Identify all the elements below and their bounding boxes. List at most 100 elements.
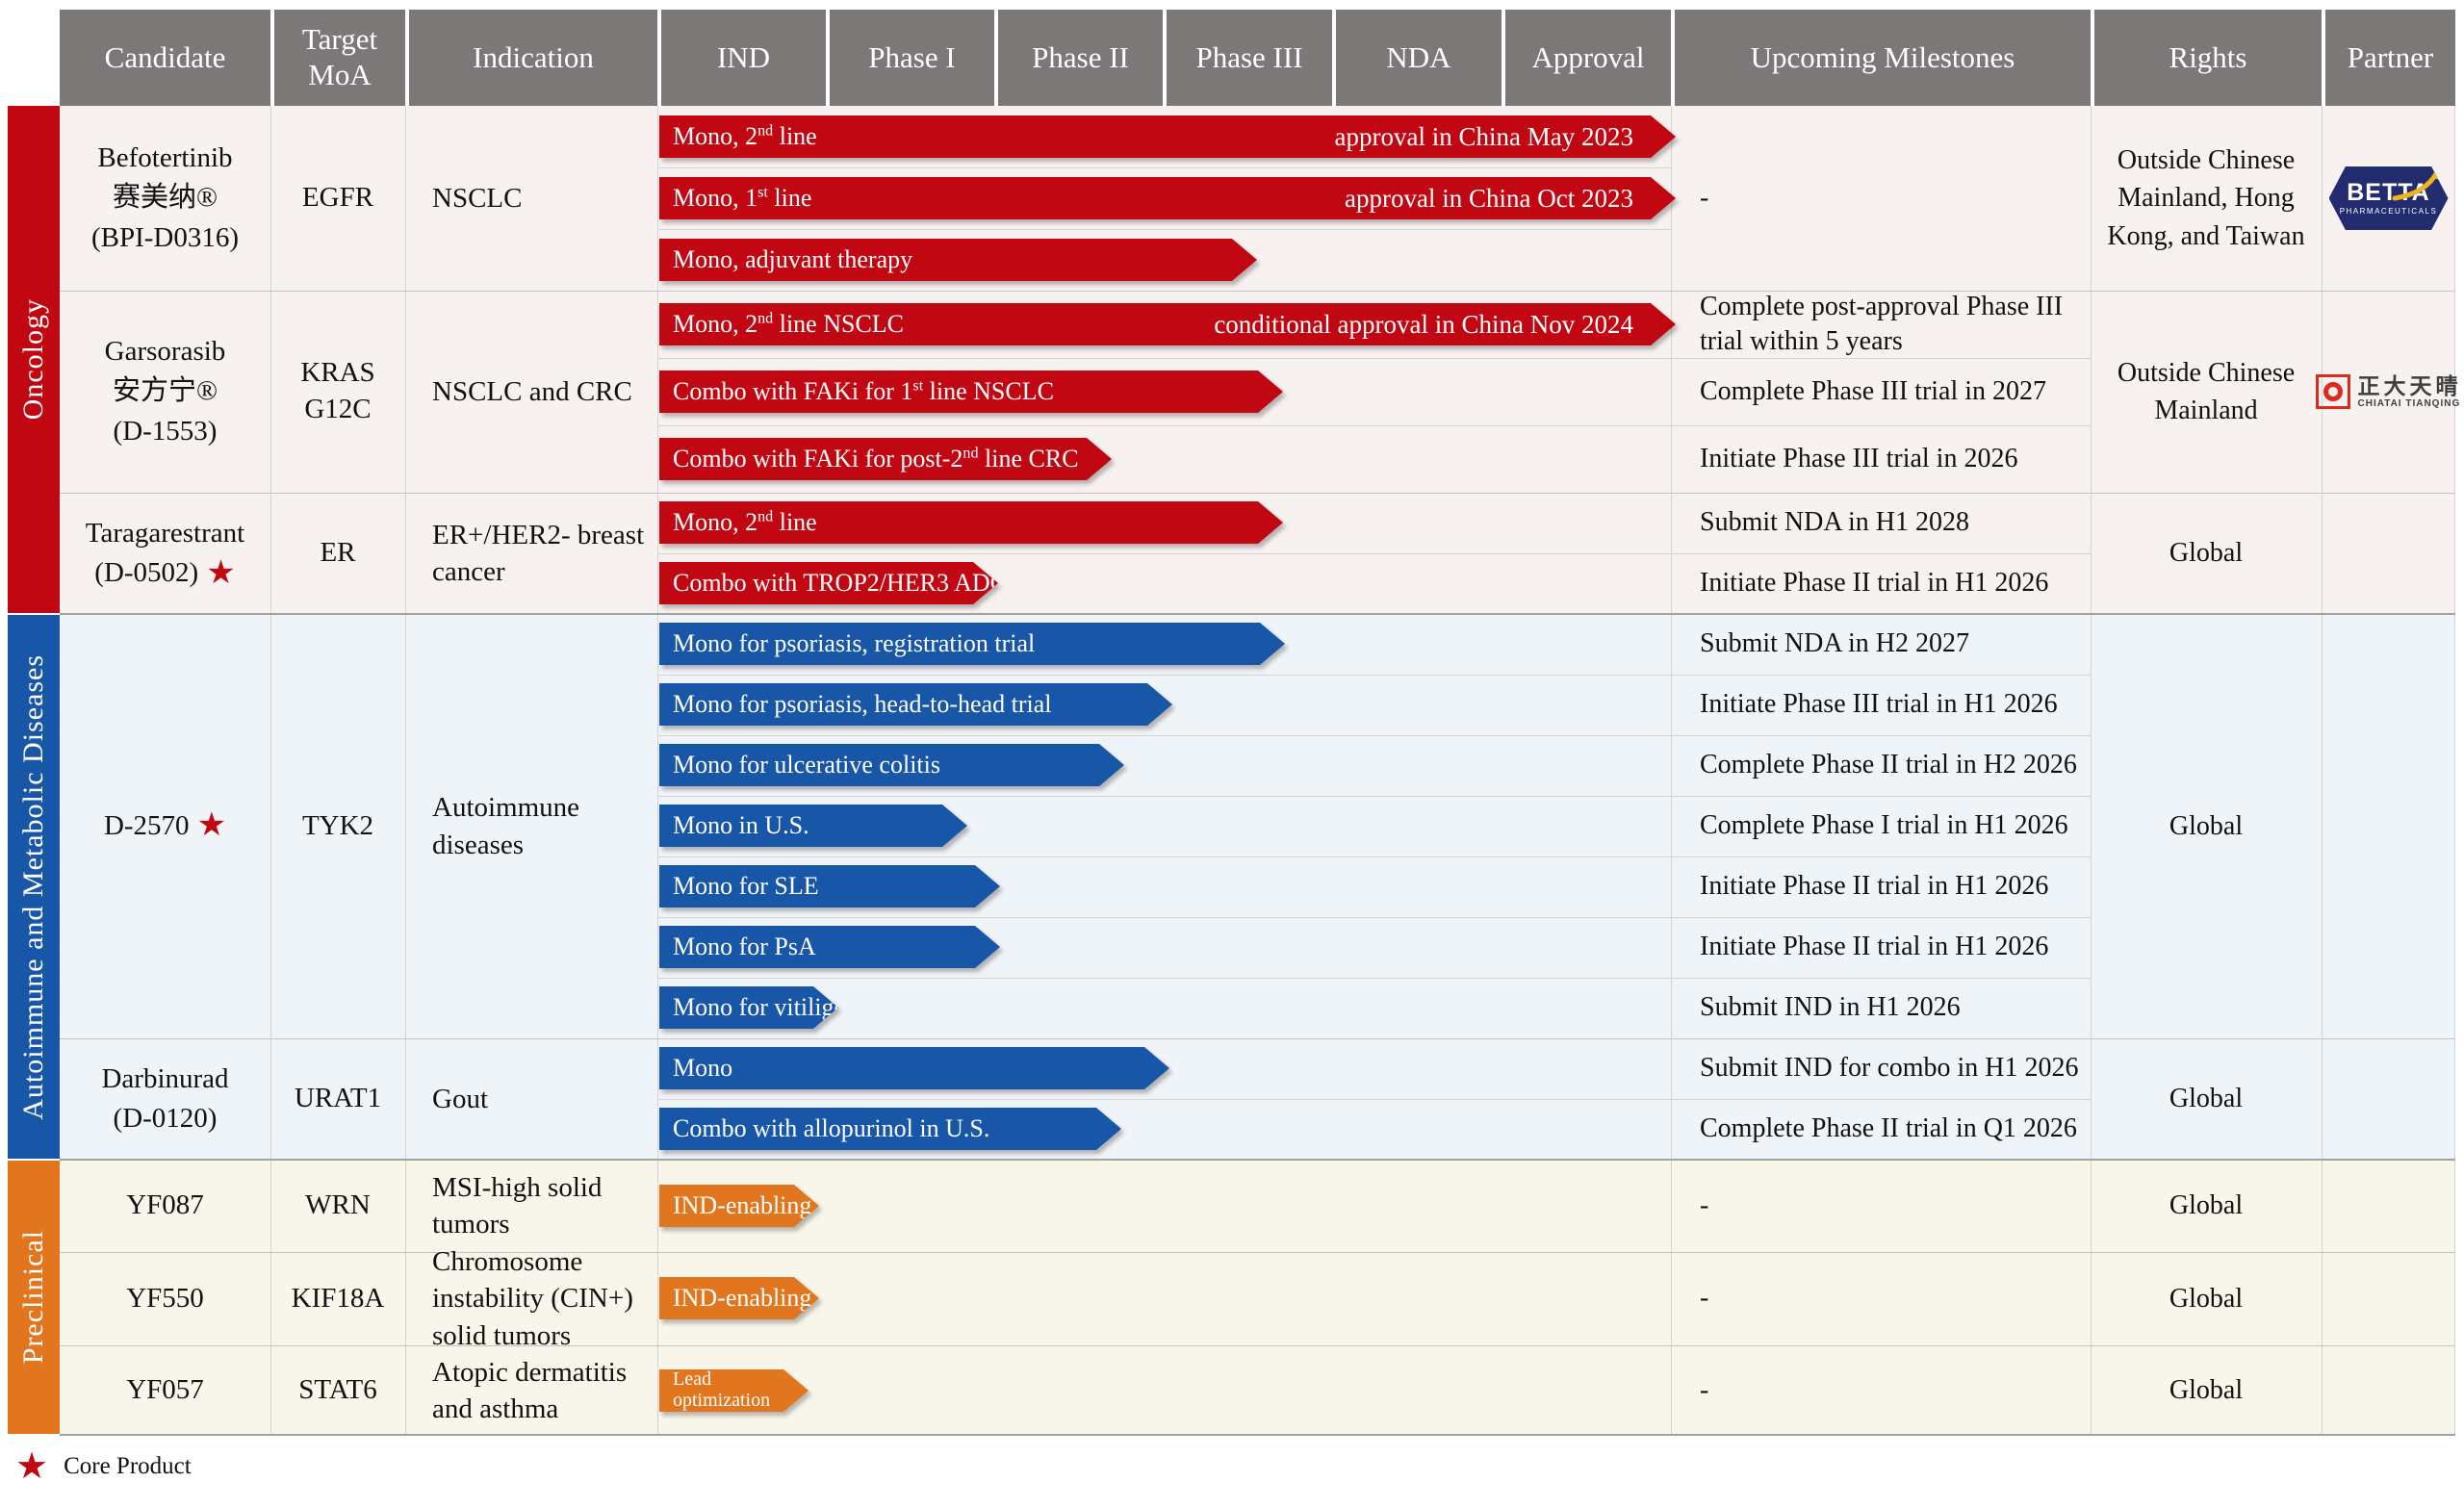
trial-arrow-label: IND-enabling: [673, 1191, 812, 1219]
moa-cell: ER: [270, 493, 405, 614]
trial-arrow-bar: Mono, 2nd line NSCLC conditional approva…: [659, 303, 1676, 345]
indication-cell: ER+/HER2- breast cancer: [405, 493, 657, 614]
header-phase-1: Phase I: [830, 10, 994, 106]
header-rights-label: Rights: [2169, 39, 2247, 74]
grid-line: [657, 425, 2091, 426]
indication-cell: Atopic dermatitis and asthma: [405, 1345, 657, 1436]
rights-cell: Global: [2091, 1345, 2322, 1436]
trial-arrow: Mono for vitiligo: [659, 986, 838, 1029]
milestone-value: -: [1700, 182, 1709, 213]
trial-arrow-bar: Mono, 2nd line: [659, 501, 1283, 544]
trial-arrow-bar: Lead optimization: [659, 1369, 808, 1412]
partner-cell: 正大天晴 CHIATAI TIANQING: [2315, 291, 2459, 493]
header-partner-label: Partner: [2347, 39, 2434, 74]
rights-cell: Global: [2091, 1252, 2322, 1345]
candidate-name: Taragarestrant: [85, 517, 245, 549]
trial-arrow: IND-enabling: [659, 1185, 819, 1227]
milestone-cell: -: [1671, 106, 2091, 291]
milestone-value: Initiate Phase II trial in H1 2026: [1700, 932, 2049, 962]
moa-cell: STAT6: [270, 1345, 405, 1436]
trial-arrow-label: Mono, 2nd line: [673, 122, 817, 150]
rights-value: Global: [2169, 1084, 2244, 1114]
trial-arrow-bar: Mono for ulcerative colitis: [659, 744, 1124, 786]
candidate-name: YF087: [126, 1189, 204, 1221]
approval-label: approval in China Oct 2023: [1345, 183, 1633, 213]
grid-line: [657, 106, 658, 1434]
candidate-name: Darbinurad: [101, 1062, 229, 1094]
milestone-cell: Complete Phase III trial in 2027: [1671, 358, 2091, 425]
trial-arrow-bar: Mono in U.S.: [659, 805, 967, 847]
candidate-name-cn: 安方宁®: [112, 375, 218, 407]
milestone-cell: Complete Phase I trial in H1 2026: [1671, 796, 2091, 856]
trial-arrow: Combo with FAKi for post-2nd line CRC: [659, 438, 1112, 480]
indication-value: Autoimmune diseases: [432, 792, 580, 860]
trial-arrow-bar: Mono for SLE: [659, 865, 1000, 907]
rights-value: Global: [2169, 810, 2244, 841]
grid-line: [657, 167, 1671, 168]
legend-label: Core Product: [64, 1453, 192, 1479]
candidate-cell: YF550: [60, 1252, 270, 1345]
trial-arrow: Mono for ulcerative colitis: [659, 744, 1124, 786]
candidate-cell: YF087: [60, 1160, 270, 1252]
milestone-cell: Initiate Phase III trial in H1 2026: [1671, 675, 2091, 735]
grid-line: [60, 493, 2455, 494]
milestone-value: -: [1700, 1283, 1709, 1314]
candidate-cell: Befotertinib 赛美纳® (BPI-D0316): [60, 106, 270, 291]
rights-value: Outside Chinese Mainland: [2117, 357, 2296, 425]
milestone-cell: -: [1671, 1345, 2091, 1436]
trial-arrow: Combo with allopurinol in U.S.: [659, 1108, 1121, 1150]
moa-value: KRAS G12C: [300, 357, 375, 424]
trial-arrow: Mono for psoriasis, head-to-head trial: [659, 683, 1172, 726]
trial-arrow-label: Mono, 1st line: [673, 184, 812, 212]
milestone-value: Submit IND in H1 2026: [1700, 992, 1961, 1023]
milestone-cell: Complete Phase II trial in H2 2026: [1671, 735, 2091, 796]
core-product-star-icon: ★: [15, 1446, 49, 1487]
grid-line: [1671, 106, 1672, 1434]
indication-value: Atopic dermatitis and asthma: [432, 1356, 628, 1424]
partner-cell: BETTA PHARMACEUTICALS: [2322, 106, 2455, 291]
trial-arrow: Mono, 1st line approval in China Oct 202…: [659, 177, 1676, 219]
ctq-logo-text-en: CHIATAI TIANQING: [2357, 398, 2461, 410]
section-label-preclinical: Preclinical: [17, 1230, 49, 1365]
trial-arrow-label: Mono for vitiligo: [673, 993, 847, 1021]
milestone-cell: -: [1671, 1252, 2091, 1345]
trial-arrow-label: Mono for SLE: [673, 872, 819, 900]
indication-value: Gout: [432, 1083, 488, 1114]
indication-value: NSCLC: [432, 182, 523, 214]
milestone-value: Complete Phase I trial in H1 2026: [1700, 810, 2068, 841]
section-label-autoimmune: Autoimmune and Metabolic Diseases: [17, 653, 49, 1120]
candidate-name: Garsorasib: [104, 336, 226, 368]
grid-line: [60, 1434, 2455, 1436]
trial-arrow: Mono in U.S.: [659, 805, 967, 847]
indication-cell: Gout: [405, 1038, 657, 1160]
moa-cell: URAT1: [270, 1038, 405, 1160]
moa-value: ER: [320, 537, 356, 569]
milestone-cell: -: [1671, 1160, 2091, 1252]
trial-arrow-label: Mono: [673, 1054, 733, 1082]
betta-swoosh-icon: [2392, 169, 2441, 201]
grid-line: [657, 229, 1671, 230]
grid-line: [60, 613, 2455, 615]
header-target-moa: Target MoA: [274, 10, 405, 106]
milestone-cell: Initiate Phase III trial in 2026: [1671, 425, 2091, 493]
trial-arrow-label: Lead optimization: [673, 1368, 771, 1411]
moa-value: URAT1: [294, 1083, 382, 1114]
grid-line: [60, 1345, 2455, 1346]
milestone-value: Initiate Phase III trial in H1 2026: [1700, 689, 2058, 720]
grid-line: [405, 106, 406, 1434]
section-label-oncology: Oncology: [17, 298, 49, 421]
header-rights: Rights: [2094, 10, 2322, 106]
section-strip-oncology: Oncology: [8, 106, 60, 613]
header-indication-label: Indication: [473, 39, 594, 74]
trial-arrow-bar: Combo with allopurinol in U.S.: [659, 1108, 1121, 1150]
trial-arrow-bar: Mono for PsA: [659, 926, 1000, 968]
header-approval: Approval: [1505, 10, 1671, 106]
milestone-value: -: [1700, 1189, 1709, 1220]
trial-arrow-bar: Mono for vitiligo: [659, 986, 838, 1029]
milestone-cell: Complete Phase II trial in Q1 2026: [1671, 1099, 2091, 1160]
approval-label: approval in China May 2023: [1334, 121, 1633, 151]
milestone-value: Initiate Phase III trial in 2026: [1700, 443, 2018, 473]
trial-arrow: Combo with FAKi for 1st line NSCLC: [659, 371, 1283, 413]
milestone-cell: Submit NDA in H2 2027: [1671, 614, 2091, 675]
